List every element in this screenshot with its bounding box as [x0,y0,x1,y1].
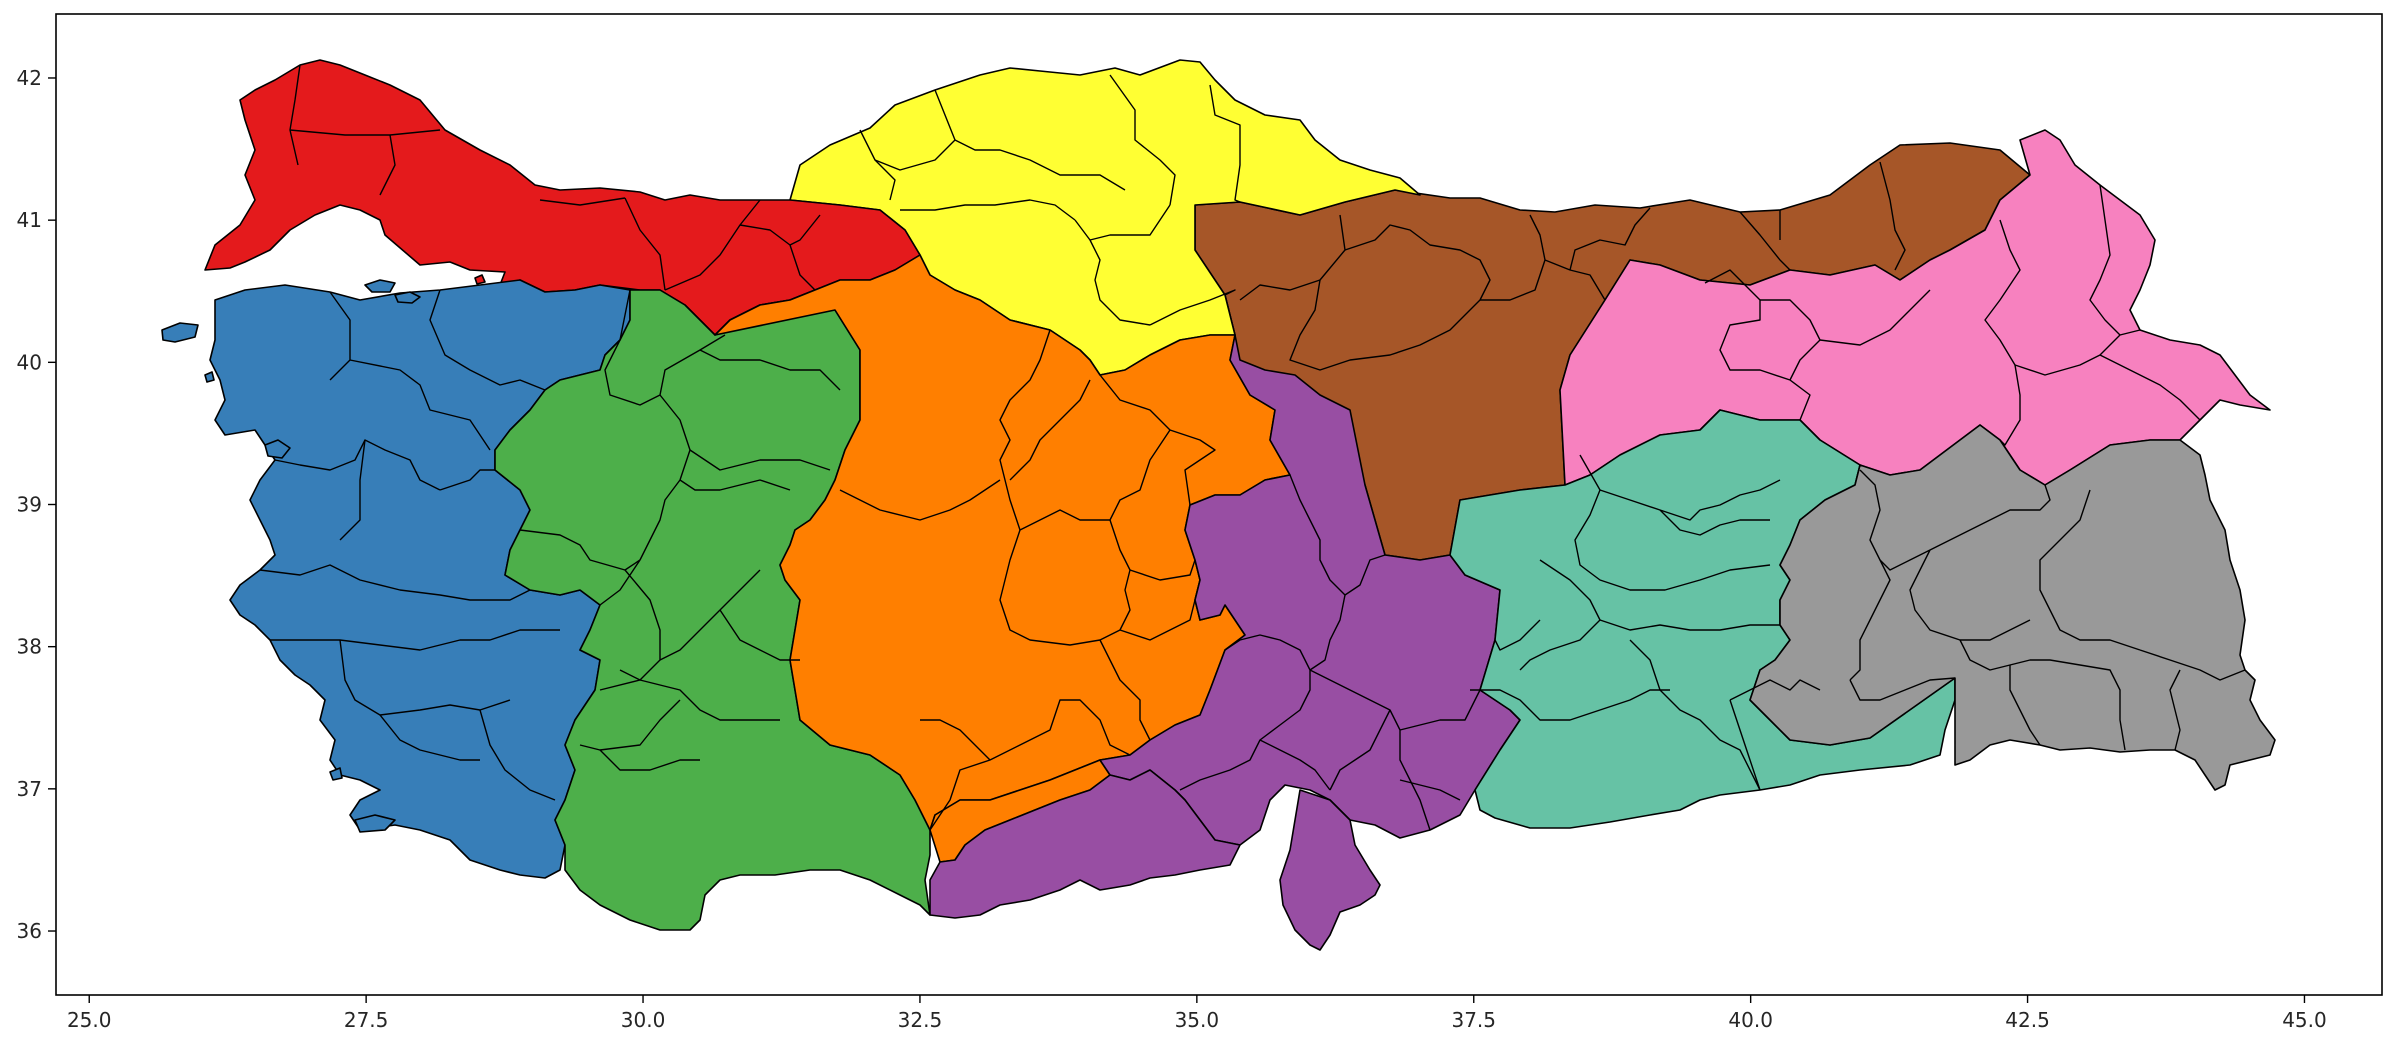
x-tick-label: 45.0 [2282,1008,2327,1032]
y-tick-label: 38 [17,635,42,659]
island-lesbos-near [264,439,291,459]
y-tick-label: 42 [17,66,42,90]
province-borders [259,64,2246,831]
x-tick-label: 42.5 [2005,1008,2050,1032]
y-axis: 36 37 38 39 40 41 42 [17,66,56,943]
x-tick-label: 25.0 [67,1008,112,1032]
x-axis: 25.0 27.5 30.0 32.5 35.0 37.5 40.0 42.5 45.0 [67,995,2327,1032]
island-small-1 [329,767,343,781]
y-tick-label: 36 [17,919,42,943]
island-imrali [474,274,486,285]
x-tick-label: 37.5 [1451,1008,1496,1032]
island-rhodes-near [354,814,396,833]
y-tick-label: 40 [17,350,42,374]
island-marmara [364,279,396,293]
x-tick-label: 32.5 [898,1008,943,1032]
y-tick-label: 39 [17,493,42,517]
map-regions [161,59,2276,951]
x-tick-label: 35.0 [1175,1008,1220,1032]
y-tick-label: 41 [17,208,42,232]
region-south-west [929,769,1241,919]
region-south-tail [1279,789,1381,951]
x-tick-label: 30.0 [621,1008,666,1032]
island-avsa [394,291,421,304]
x-tick-label: 40.0 [1728,1008,1773,1032]
island-bozcaada [204,371,215,383]
x-tick-label: 27.5 [344,1008,389,1032]
island-gokceada [161,322,199,343]
y-tick-label: 37 [17,777,42,801]
